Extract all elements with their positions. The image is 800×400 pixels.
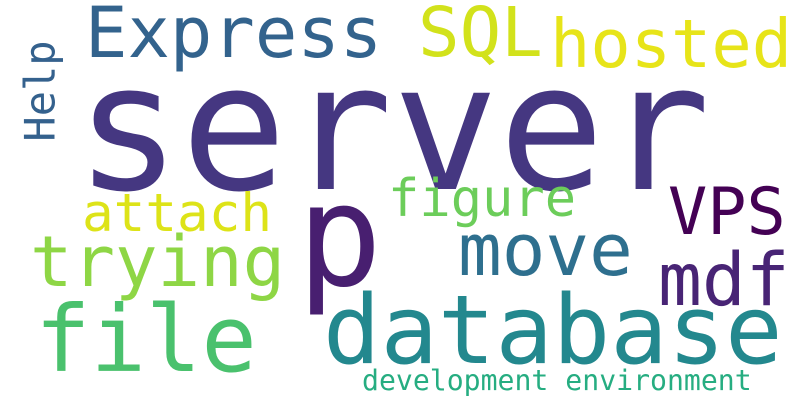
word-trying: trying <box>30 220 286 303</box>
word-file: file <box>35 286 257 393</box>
word-attach: attach <box>82 182 273 244</box>
word-mdf: mdf <box>658 237 790 323</box>
word-hosted: hosted <box>550 4 793 83</box>
word-help: Help <box>15 39 65 142</box>
word-server: server <box>75 27 711 231</box>
word-vps: VPS <box>668 173 786 250</box>
word-sql: SQL <box>418 0 543 73</box>
word-figure: figure <box>388 169 577 229</box>
word-development-environment: development environment <box>362 364 752 397</box>
word-express: Express <box>85 0 383 74</box>
word-database: database <box>323 273 783 386</box>
word-p: p <box>297 154 383 319</box>
word-move: move <box>458 208 633 293</box>
